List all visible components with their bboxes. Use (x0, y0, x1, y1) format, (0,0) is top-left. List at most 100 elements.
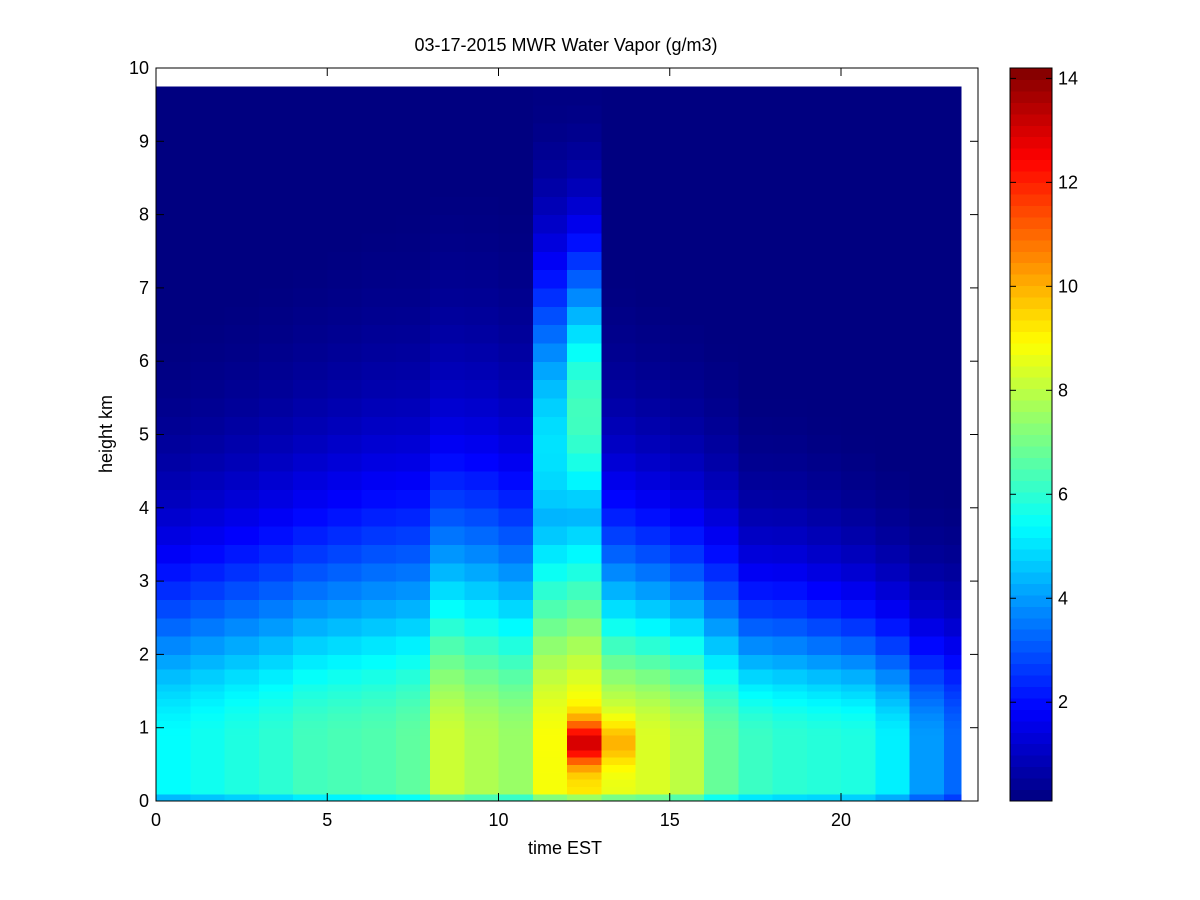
heatmap-cell (464, 287, 500, 307)
heatmap-cell (327, 507, 363, 527)
heatmap-cell (156, 177, 191, 197)
heatmap-cell (875, 617, 911, 637)
y-tick-label: 10 (129, 58, 149, 78)
heatmap-cell (532, 581, 568, 601)
heatmap-cell (258, 361, 294, 381)
heatmap-cell (567, 636, 602, 655)
heatmap-cell (943, 617, 962, 637)
heatmap-cell (395, 617, 431, 637)
heatmap-cell (943, 232, 962, 252)
heatmap-cell (395, 507, 431, 527)
heatmap-cell (156, 636, 191, 655)
heatmap-cell (806, 104, 842, 124)
heatmap-cell (601, 771, 637, 780)
heatmap-cell (327, 581, 363, 601)
heatmap-cell (532, 617, 568, 637)
heatmap-cell (841, 232, 876, 252)
heatmap-cell (806, 669, 842, 685)
heatmap-cell (293, 779, 328, 787)
colorbar-segment (1010, 526, 1052, 539)
heatmap-cell (430, 669, 465, 685)
heatmap-cell (293, 232, 328, 252)
heatmap-cell (875, 177, 911, 197)
heatmap-cell (567, 324, 602, 344)
heatmap-cell (190, 705, 226, 714)
colorbar-segment (1010, 434, 1052, 447)
heatmap-cell (532, 720, 568, 729)
heatmap-cell (327, 104, 363, 124)
heatmap-cell (943, 771, 962, 780)
heatmap-cell (327, 196, 363, 216)
heatmap-cell (772, 141, 808, 161)
heatmap-cell (190, 764, 226, 773)
heatmap-cell (841, 698, 876, 707)
heatmap-cell (464, 683, 500, 692)
heatmap-cell (430, 654, 465, 670)
colorbar-frame (1009, 67, 1053, 802)
heatmap-cell (464, 122, 500, 142)
heatmap-cell (156, 232, 191, 252)
heatmap-cell (430, 214, 465, 234)
heatmap-cell (841, 104, 876, 124)
heatmap-cell (498, 416, 534, 436)
heatmap-cell (361, 526, 397, 546)
heatmap-cell (909, 177, 945, 197)
heatmap-cell (669, 757, 705, 765)
colorbar-segment (1010, 342, 1052, 355)
heatmap-cell (430, 507, 465, 527)
heatmap-cell (875, 86, 911, 106)
heatmap-cell (498, 742, 534, 751)
heatmap-cell (669, 713, 705, 721)
heatmap-cell (224, 705, 260, 714)
heatmap-cell (327, 287, 363, 307)
heatmap-cell (293, 471, 328, 491)
heatmap-cell (738, 86, 774, 106)
heatmap-cell (258, 526, 294, 546)
heatmap-cell (156, 416, 191, 436)
heatmap-cell (395, 141, 431, 161)
heatmap-cell (156, 669, 191, 685)
heatmap-cell (498, 691, 534, 699)
heatmap-cell (567, 720, 602, 729)
heatmap-cell (361, 683, 397, 692)
heatmap-cell (738, 434, 774, 454)
heatmap-cell (943, 104, 962, 124)
heatmap-cell (258, 196, 294, 216)
heatmap-cell (258, 104, 294, 124)
heatmap-cell (567, 654, 602, 670)
heatmap-cell (258, 698, 294, 707)
heatmap-cell (738, 471, 774, 491)
y-tick-label: 6 (139, 351, 149, 371)
heatmap-cell (190, 214, 226, 234)
heatmap-cell (567, 742, 602, 751)
heatmap-cell (361, 713, 397, 721)
colorbar-segment (1010, 411, 1052, 424)
heatmap-cell (943, 757, 962, 765)
heatmap-cell (532, 416, 568, 436)
heatmap-cell (190, 471, 226, 491)
heatmap-cell (567, 86, 602, 106)
heatmap-cell (327, 705, 363, 714)
heatmap-cell (943, 786, 962, 795)
colorbar-segment (1010, 125, 1052, 138)
heatmap-cell (498, 654, 534, 670)
heatmap-cell (772, 771, 808, 780)
heatmap-cell (772, 232, 808, 252)
colorbar-segment (1010, 354, 1052, 367)
heatmap-cell (567, 749, 602, 758)
heatmap-cell (293, 705, 328, 714)
heatmap-cell (464, 793, 500, 802)
colorbar-segment (1010, 537, 1052, 550)
heatmap-cell (841, 749, 876, 758)
heatmap-cell (669, 742, 705, 751)
y-axis-ticks: 0 1 2 3 4 5 6 7 8 9 10 (129, 58, 978, 811)
heatmap-cell (532, 793, 568, 802)
heatmap-cell (806, 306, 842, 326)
heatmap-cell (635, 269, 671, 289)
heatmap-cell (532, 735, 568, 743)
heatmap-cell (224, 306, 260, 326)
heatmap-cell (772, 786, 808, 795)
heatmap-cell (943, 669, 962, 685)
heatmap-cell (293, 141, 328, 161)
heatmap-cell (601, 705, 637, 714)
